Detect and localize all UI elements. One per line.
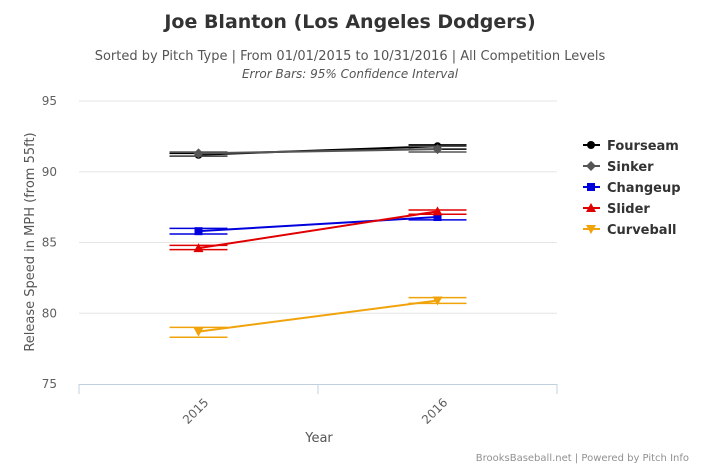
legend-marker-changeup — [587, 183, 595, 191]
y-tick-label: 85 — [42, 236, 57, 250]
series-line-slider — [198, 210, 438, 250]
y-axis-ticks: 75 80 85 90 95 — [42, 94, 57, 391]
chart-subtitle: Sorted by Pitch Type | From 01/01/2015 t… — [95, 49, 606, 64]
data-point-changeup — [433, 213, 442, 222]
data-point-curveball — [193, 327, 204, 337]
series-curveball — [169, 296, 467, 339]
series-line-curveball — [198, 299, 438, 333]
chart-error-bar-note: Error Bars: 95% Confidence Interval — [242, 67, 459, 81]
series-line-sinker — [198, 148, 438, 155]
data-point-slider — [432, 206, 443, 216]
y-tick-label: 75 — [42, 377, 57, 391]
legend: Fourseam Sinker Changeup Slider Curveball — [583, 139, 681, 238]
y-tick-label: 90 — [42, 165, 57, 179]
series-slider — [169, 206, 467, 253]
y-tick-label: 95 — [42, 94, 57, 108]
legend-marker-slider — [586, 203, 596, 212]
series-line-changeup — [198, 216, 438, 233]
legend-item-sinker: Sinker — [583, 160, 654, 175]
y-tick-label: 80 — [42, 306, 57, 320]
x-axis: 2015 2016 — [78, 384, 558, 427]
legend-label-slider: Slider — [607, 202, 650, 217]
legend-label-changeup: Changeup — [607, 181, 681, 196]
credits: BrooksBaseball.net | Powered by Pitch In… — [476, 453, 689, 464]
legend-item-curveball: Curveball — [583, 223, 677, 238]
chart-title: Joe Blanton (Los Angeles Dodgers) — [162, 11, 535, 33]
legend-label-sinker: Sinker — [607, 160, 654, 175]
legend-item-slider: Slider — [583, 202, 650, 217]
legend-item-changeup: Changeup — [583, 181, 681, 196]
legend-marker-fourseam — [587, 141, 595, 149]
data-point-sinker — [432, 144, 443, 155]
data-point-curveball — [432, 296, 443, 306]
series-layer — [169, 142, 467, 339]
series-sinker — [169, 144, 467, 159]
legend-label-fourseam: Fourseam — [607, 139, 679, 154]
x-tick-label: 2016 — [419, 395, 450, 426]
gridlines — [79, 100, 557, 314]
legend-item-fourseam: Fourseam — [583, 139, 679, 154]
x-axis-title: Year — [304, 431, 333, 446]
data-point-sinker — [193, 148, 204, 159]
x-tick-label: 2015 — [180, 395, 211, 426]
y-axis-title: Release Speed in MPH (from 55ft) — [23, 132, 38, 351]
legend-marker-sinker — [586, 161, 596, 171]
data-point-changeup — [194, 227, 203, 236]
series-changeup — [169, 213, 467, 236]
data-point-slider — [193, 243, 204, 253]
legend-marker-curveball — [586, 225, 596, 234]
legend-label-curveball: Curveball — [607, 223, 677, 238]
